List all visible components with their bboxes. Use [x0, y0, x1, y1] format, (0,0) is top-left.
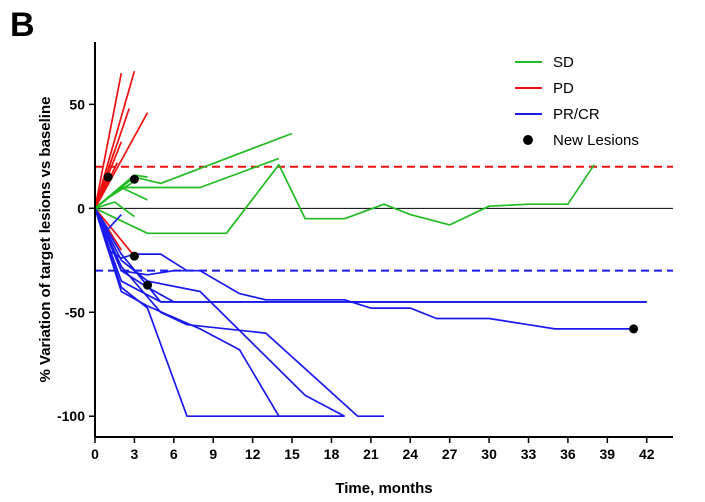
x-tick-label: 9: [209, 446, 217, 462]
x-tick-label: 21: [363, 446, 379, 462]
series-line-sd: [94, 180, 135, 209]
series-line-pd: [94, 207, 136, 257]
x-tick-label: 15: [284, 446, 300, 462]
x-tick-label: 3: [131, 446, 139, 462]
x-tick-label: 24: [402, 446, 418, 462]
x-axis-title: Time, months: [335, 480, 432, 497]
y-ticks: -100 -50 0 50: [57, 96, 95, 424]
series-line-pd: [94, 70, 136, 209]
x-tick-label: 39: [600, 446, 616, 462]
series-line-sd: [94, 163, 595, 235]
series-line-pr-cr: [94, 208, 345, 418]
x-tick-label: 12: [245, 446, 261, 462]
legend-label: SD: [553, 54, 574, 71]
series-line-sd: [94, 201, 135, 218]
series-line-pr-cr: [94, 207, 345, 417]
x-tick-label: 27: [442, 446, 458, 462]
series-line-pd: [94, 112, 149, 209]
series-line-sd: [94, 132, 293, 209]
series-line-pr-cr: [94, 207, 634, 330]
x-ticks: 0 3 6 9 12 15 18 21 24 27 30 33 36 39 42: [91, 437, 655, 462]
series-line-pr-cr: [94, 208, 188, 272]
legend-dot: [523, 135, 533, 145]
y-tick-label: 0: [77, 200, 85, 216]
x-tick-label: 18: [324, 446, 340, 462]
new-lesion-marker: [629, 324, 639, 334]
axes: [94, 42, 673, 438]
x-tick-label: 33: [521, 446, 537, 462]
y-axis-title: % Variation of target lesions vs baselin…: [37, 97, 54, 383]
new-lesion-markers: [103, 172, 639, 334]
series-line-pr-cr: [94, 207, 384, 418]
x-tick-label: 0: [91, 446, 99, 462]
x-tick-label: 36: [560, 446, 576, 462]
new-lesion-marker: [129, 251, 139, 261]
y-tick-label: 50: [69, 96, 85, 112]
series-line-pd: [94, 73, 123, 209]
new-lesion-marker: [129, 174, 139, 184]
legend-label: PR/CR: [553, 106, 600, 123]
series-line-pd: [94, 176, 109, 209]
new-lesion-marker: [103, 172, 113, 182]
series-line-pr-cr: [94, 207, 122, 230]
y-tick-label: -100: [57, 408, 85, 424]
y-tick-label: -50: [65, 304, 85, 320]
panel-label: B: [10, 6, 35, 44]
legend-label: PD: [553, 80, 574, 97]
series-line-pr-cr: [94, 208, 345, 418]
x-tick-label: 30: [481, 446, 497, 462]
reference-lines: [95, 165, 673, 272]
x-tick-label: 6: [170, 446, 178, 462]
legend: SD PD PR/CR New Lesions: [515, 54, 639, 149]
new-lesion-marker: [143, 280, 153, 290]
x-tick-label: 42: [639, 446, 655, 462]
legend-label: New Lesions: [553, 132, 639, 149]
